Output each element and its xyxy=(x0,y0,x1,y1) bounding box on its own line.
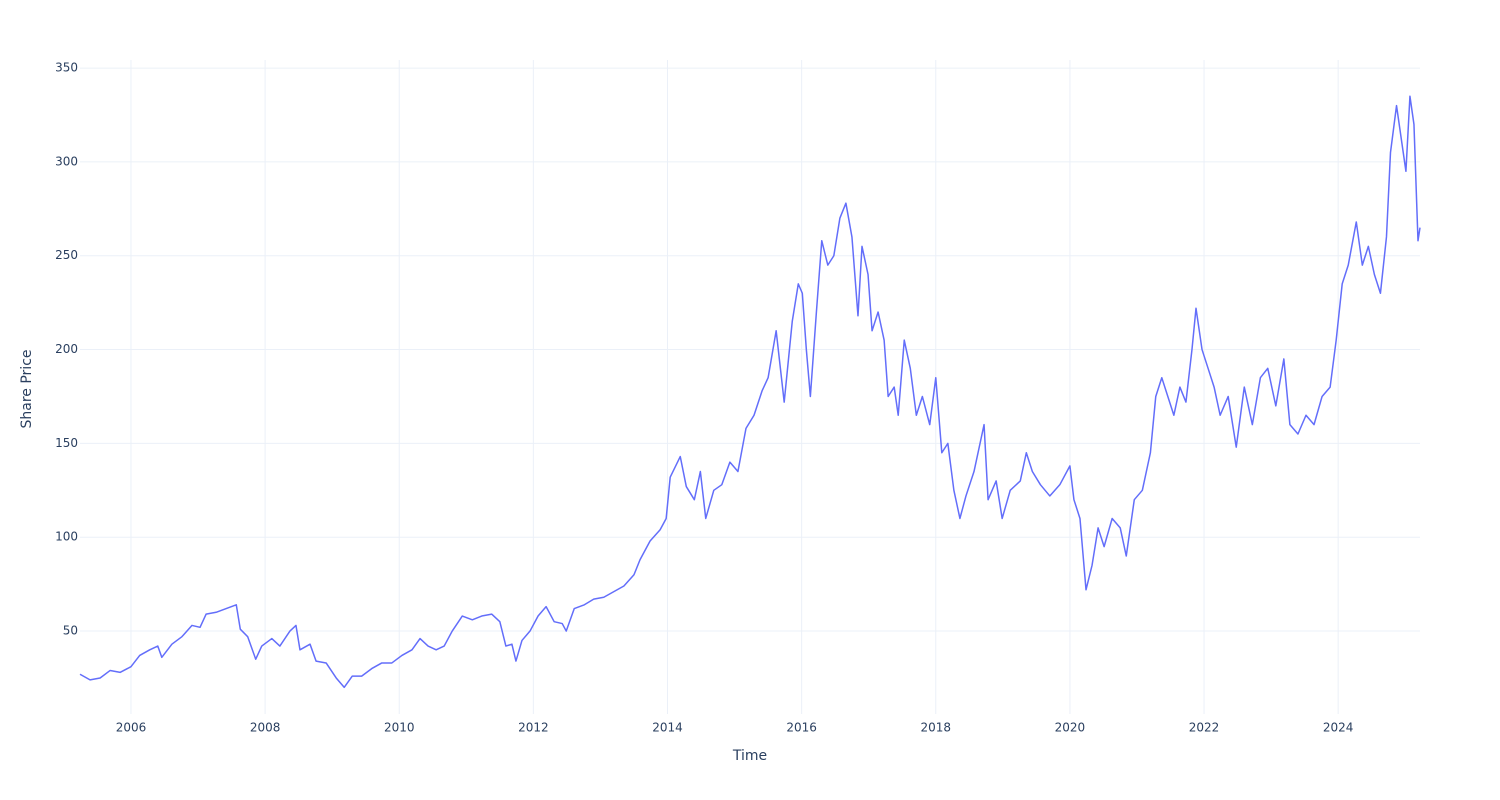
x-tick-label: 2024 xyxy=(1323,721,1354,735)
y-tick-label: 250 xyxy=(55,248,78,262)
y-tick-label: 300 xyxy=(55,154,78,168)
x-tick-label: 2006 xyxy=(116,721,147,735)
y-tick-label: 100 xyxy=(55,530,78,544)
y-axis-title: Share Price xyxy=(19,349,35,428)
x-tick-label: 2014 xyxy=(652,721,683,735)
x-tick-label: 2018 xyxy=(921,721,952,735)
y-tick-label: 200 xyxy=(55,342,78,356)
x-tick-label: 2022 xyxy=(1189,721,1220,735)
x-axis-title: Time xyxy=(732,748,767,764)
y-tick-label: 350 xyxy=(55,61,78,75)
price-line xyxy=(79,95,1421,689)
x-tick-label: 2012 xyxy=(518,721,549,735)
y-tick-label: 50 xyxy=(63,624,78,638)
x-tick-label: 2008 xyxy=(250,721,281,735)
x-tick-label: 2010 xyxy=(384,721,415,735)
y-tick-label: 150 xyxy=(55,436,78,450)
x-tick-label: 2020 xyxy=(1055,721,1086,735)
x-tick-label: 2016 xyxy=(786,721,817,735)
